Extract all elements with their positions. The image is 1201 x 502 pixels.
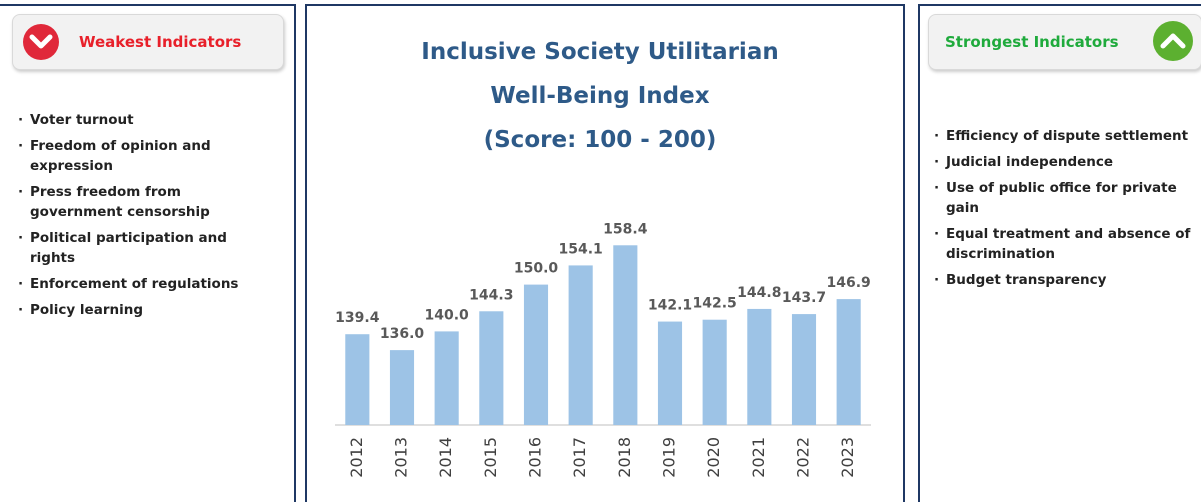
indicator-item: Equal treatment and absence of discrimin… [934,224,1196,264]
indicator-item: Policy learning [18,300,258,320]
chart-panel [305,4,905,502]
down-icon [23,24,59,60]
indicator-item: Enforcement of regulations [18,274,258,294]
x-tick-label: 2014 [436,437,455,478]
bar [389,350,415,425]
indicator-item: Budget transparency [934,270,1196,290]
value-label: 158.4 [603,221,648,237]
bar [523,284,549,425]
x-tick-label: 2023 [838,437,857,478]
x-tick-label: 2012 [347,437,366,478]
indicator-item: Freedom of opinion and expression [18,136,258,176]
indicator-item: Voter turnout [18,110,258,130]
bar [791,314,817,425]
indicator-item: Efficiency of dispute settlement [934,126,1196,146]
value-label: 144.8 [737,285,781,301]
indicator-item: Press freedom from government censorship [18,182,258,222]
strongest-panel: Strongest Indicators Efficiency of dispu… [918,4,1201,502]
bar [568,265,593,425]
value-label: 140.0 [425,307,470,323]
indicator-item: Political participation and rights [18,228,258,268]
strongest-title: Strongest Indicators [945,33,1119,51]
up-icon [1153,21,1193,61]
x-tick-label: 2018 [615,437,634,478]
bar [747,308,772,425]
chart-title: Inclusive Society Utilitarian Well-Being… [421,39,779,109]
value-label: 154.1 [559,241,603,257]
bar [657,321,683,425]
indicator-item: Judicial independence [934,152,1196,172]
bar [345,334,370,425]
x-tick-label: 2022 [794,437,813,478]
weakest-title: Weakest Indicators [79,33,242,51]
strongest-header: Strongest Indicators [928,14,1201,70]
value-label: 146.9 [827,275,871,291]
value-label: 150.0 [514,261,559,277]
chart-subtitle: (Score: 100 - 200) [483,127,717,153]
weakest-panel: Weakest Indicators Voter turnout Freedom … [0,4,296,502]
value-label: 143.7 [782,290,826,306]
bar [613,245,638,425]
bar [479,311,504,425]
x-tick-label: 2015 [481,437,500,478]
value-label: 142.5 [693,296,737,312]
value-label: 144.3 [469,287,513,303]
x-tick-label: 2016 [526,437,545,478]
x-tick-label: 2021 [749,437,768,478]
value-label: 142.1 [648,298,692,314]
strongest-list: Efficiency of dispute settlement Judicial… [934,126,1196,296]
weakest-list: Voter turnout Freedom of opinion and expr… [18,110,258,326]
x-tick-label: 2017 [570,437,589,478]
value-label: 136.0 [380,326,425,342]
chart-title-block: Inclusive Society Utilitarian Well-Being… [385,30,815,162]
bar [434,331,459,425]
value-label: 139.4 [335,310,380,326]
indicator-item: Use of public office for private gain [934,178,1196,218]
x-tick-label: 2020 [704,437,723,478]
bar [836,299,861,425]
bar [702,319,727,425]
x-tick-label: 2013 [392,437,411,478]
x-tick-label: 2019 [660,437,679,478]
weakest-header: Weakest Indicators [12,14,284,70]
